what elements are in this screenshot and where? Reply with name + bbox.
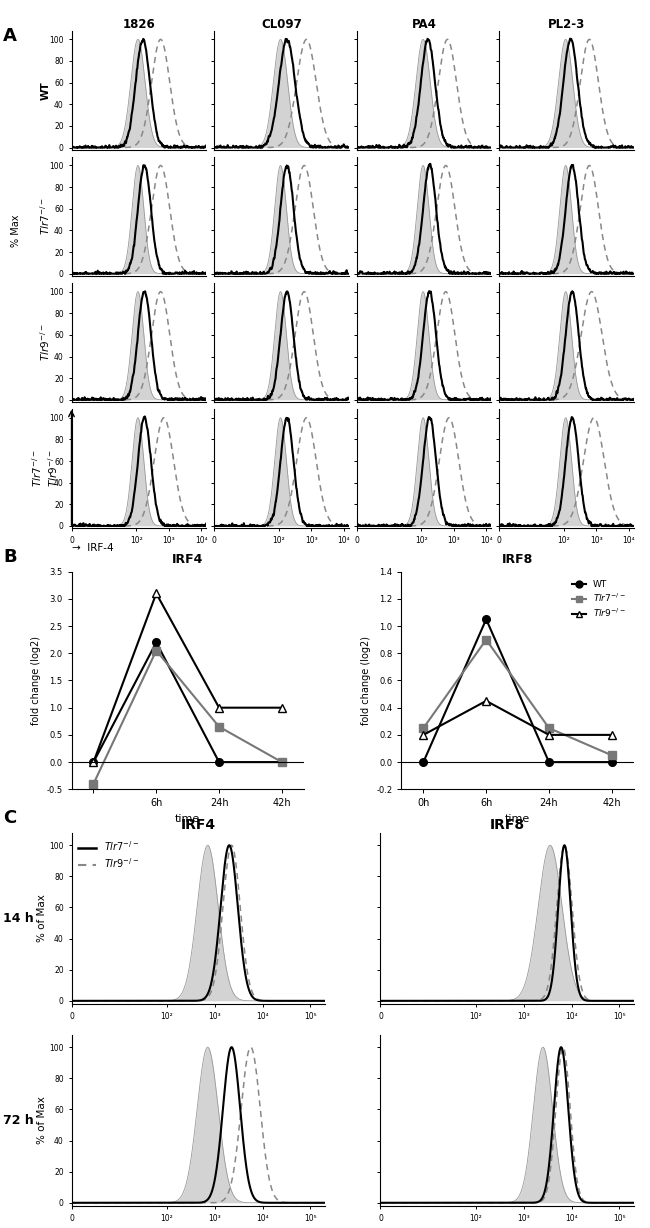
Title: CL097: CL097 — [261, 17, 302, 31]
Text: 14 h: 14 h — [3, 912, 34, 925]
Legend: WT, $Tlr7^{-/-}$, $Tlr9^{-/-}$: WT, $Tlr7^{-/-}$, $Tlr9^{-/-}$ — [569, 576, 629, 623]
Y-axis label: WT: WT — [40, 81, 50, 99]
Title: PA4: PA4 — [411, 17, 436, 31]
Text: A: A — [3, 27, 17, 45]
Y-axis label: $Tlr7^{-/-}$: $Tlr7^{-/-}$ — [38, 198, 52, 235]
Y-axis label: fold change (log2): fold change (log2) — [361, 636, 370, 725]
Y-axis label: % of Max: % of Max — [36, 1097, 47, 1144]
Y-axis label: $Tlr7^{-/-}$
$Tlr9^{-/-}$: $Tlr7^{-/-}$ $Tlr9^{-/-}$ — [30, 449, 60, 488]
Legend: $Tlr7^{-/-}$, $Tlr9^{-/-}$: $Tlr7^{-/-}$, $Tlr9^{-/-}$ — [76, 837, 141, 872]
Text: C: C — [3, 809, 16, 826]
Title: IRF4: IRF4 — [172, 554, 203, 566]
Title: PL2-3: PL2-3 — [548, 17, 585, 31]
X-axis label: time: time — [175, 814, 200, 824]
Title: 1826: 1826 — [122, 17, 155, 31]
Title: IRF4: IRF4 — [181, 818, 216, 831]
Y-axis label: fold change (log2): fold change (log2) — [31, 636, 41, 725]
Title: IRF8: IRF8 — [502, 554, 533, 566]
Text: →  IRF-4: → IRF-4 — [72, 543, 113, 553]
Y-axis label: $Tlr9^{-/-}$: $Tlr9^{-/-}$ — [38, 324, 52, 361]
Text: 72 h: 72 h — [3, 1114, 34, 1127]
Text: B: B — [3, 548, 17, 566]
Y-axis label: % of Max: % of Max — [36, 894, 47, 942]
Title: IRF8: IRF8 — [489, 818, 525, 831]
Text: % Max: % Max — [11, 214, 21, 247]
X-axis label: time: time — [505, 814, 530, 824]
